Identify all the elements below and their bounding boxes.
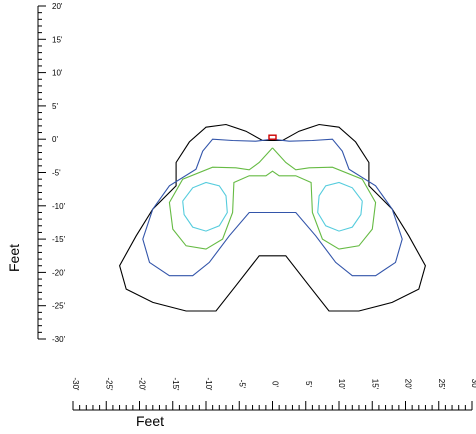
contour-line-1 xyxy=(119,123,426,312)
y-tick-label: -30' xyxy=(52,335,66,344)
x-tick-label: -10' xyxy=(204,377,213,391)
y-tick-label: -5' xyxy=(52,169,61,178)
x-tick-label: -5' xyxy=(237,380,246,389)
y-axis: 20' 15' 10' 5' 0' -5' -10' -15' -20' -25' -30' xyxy=(37,2,66,344)
x-tick-label: 0' xyxy=(271,381,280,387)
x-axis: -30' -25' -20' -15' -10' -5' 0' 5' 10' 15' 20' 25' 3… xyxy=(71,377,476,411)
contour-lines xyxy=(119,123,426,312)
x-tick-label: -30' xyxy=(71,377,80,391)
x-tick-label: 25' xyxy=(437,379,446,390)
x-tick-label: -20' xyxy=(138,377,147,391)
x-tick-label: 10' xyxy=(337,379,346,390)
x-tick-label: 30' xyxy=(470,379,476,390)
y-tick-label: 20' xyxy=(52,2,63,11)
x-tick-label: 20' xyxy=(404,379,413,390)
luminaire-marker xyxy=(268,134,277,140)
y-tick-label: 10' xyxy=(52,69,63,78)
y-tick-label: -20' xyxy=(52,268,66,277)
x-tick-label: 15' xyxy=(370,379,379,390)
contour-line-4 xyxy=(182,181,228,232)
markers xyxy=(268,134,277,140)
y-tick-label: -15' xyxy=(52,235,66,244)
y-tick-label: 5' xyxy=(52,102,58,111)
y-tick-label: 0' xyxy=(52,135,58,144)
x-axis-title: Feet xyxy=(136,413,164,429)
y-tick-label: 15' xyxy=(52,35,63,44)
x-tick-label: 5' xyxy=(304,381,313,387)
x-tick-label: -25' xyxy=(104,377,113,391)
contour-line-5 xyxy=(317,181,363,232)
x-tick-label: -15' xyxy=(171,377,180,391)
y-axis-title: Feet xyxy=(6,244,22,272)
contour-line-3 xyxy=(168,147,377,250)
y-tick-label: -25' xyxy=(52,302,66,311)
contour-line-2 xyxy=(142,138,403,277)
y-tick-label: -10' xyxy=(52,202,66,211)
